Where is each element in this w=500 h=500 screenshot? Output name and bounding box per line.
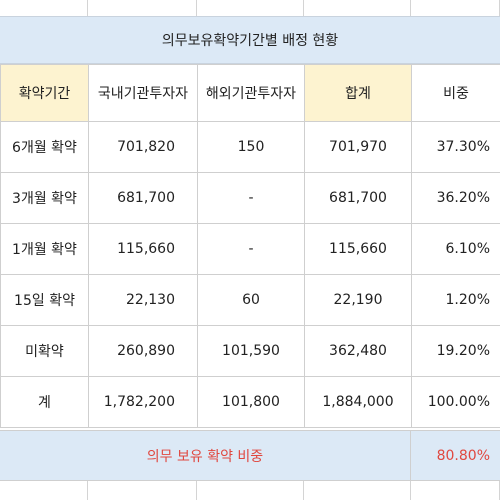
total-value: 1,884,000 <box>304 376 412 428</box>
lockup-share-label: 의무 보유 확약 비중 <box>0 431 411 480</box>
total-value: 701,970 <box>304 121 412 173</box>
table-title: 의무보유확약기간별 배정 현황 <box>161 33 339 49</box>
domestic-value: 260,890 <box>88 325 198 377</box>
header-lockup-period: 확약기간 <box>0 64 89 122</box>
share-value: 36.20% <box>411 172 500 224</box>
table-row: 미확약 260,890 101,590 362,480 19.20% <box>0 325 500 377</box>
foreign-value: 60 <box>197 274 305 326</box>
share-value: 37.30% <box>411 121 500 173</box>
domestic-value: 1,782,200 <box>88 376 198 428</box>
share-value: 1.20% <box>411 274 500 326</box>
share-value: 6.10% <box>411 223 500 275</box>
header-domestic-institutions: 국내기관투자자 <box>88 64 198 122</box>
domestic-value: 22,130 <box>88 274 198 326</box>
share-value: 100.00% <box>411 376 500 428</box>
table-row: 6개월 확약 701,820 150 701,970 37.30% <box>0 121 500 173</box>
row-label: 1개월 확약 <box>0 223 89 275</box>
header-total: 합계 <box>304 64 412 122</box>
total-value: 22,190 <box>304 274 412 326</box>
previous-row-gridlines <box>0 0 500 16</box>
domestic-value: 681,700 <box>88 172 198 224</box>
table-title-row: 의무보유확약기간별 배정 현황 <box>0 16 500 64</box>
table-row: 1개월 확약 115,660 - 115,660 6.10% <box>0 223 500 275</box>
foreign-value: - <box>197 223 305 275</box>
lockup-share-summary-row: 의무 보유 확약 비중 80.80% <box>0 430 500 481</box>
foreign-value: 101,800 <box>197 376 305 428</box>
foreign-value: 150 <box>197 121 305 173</box>
header-share: 비중 <box>411 64 500 122</box>
domestic-value: 115,660 <box>88 223 198 275</box>
row-label: 15일 확약 <box>0 274 89 326</box>
total-row: 계 1,782,200 101,800 1,884,000 100.00% <box>0 376 500 428</box>
header-row: 확약기간 국내기관투자자 해외기관투자자 합계 비중 <box>0 64 500 122</box>
row-label: 계 <box>0 376 89 428</box>
next-row-gridlines <box>0 481 500 500</box>
total-value: 115,660 <box>304 223 412 275</box>
share-value: 19.20% <box>411 325 500 377</box>
table-row: 15일 확약 22,130 60 22,190 1.20% <box>0 274 500 326</box>
domestic-value: 701,820 <box>88 121 198 173</box>
header-foreign-institutions: 해외기관투자자 <box>197 64 305 122</box>
table-row: 3개월 확약 681,700 - 681,700 36.20% <box>0 172 500 224</box>
row-label: 3개월 확약 <box>0 172 89 224</box>
total-value: 681,700 <box>304 172 412 224</box>
foreign-value: - <box>197 172 305 224</box>
lockup-share-value: 80.80% <box>436 447 490 464</box>
total-value: 362,480 <box>304 325 412 377</box>
allocation-table: 확약기간 국내기관투자자 해외기관투자자 합계 비중 6개월 확약 701,82… <box>0 64 500 428</box>
foreign-value: 101,590 <box>197 325 305 377</box>
row-label: 미확약 <box>0 325 89 377</box>
row-label: 6개월 확약 <box>0 121 89 173</box>
